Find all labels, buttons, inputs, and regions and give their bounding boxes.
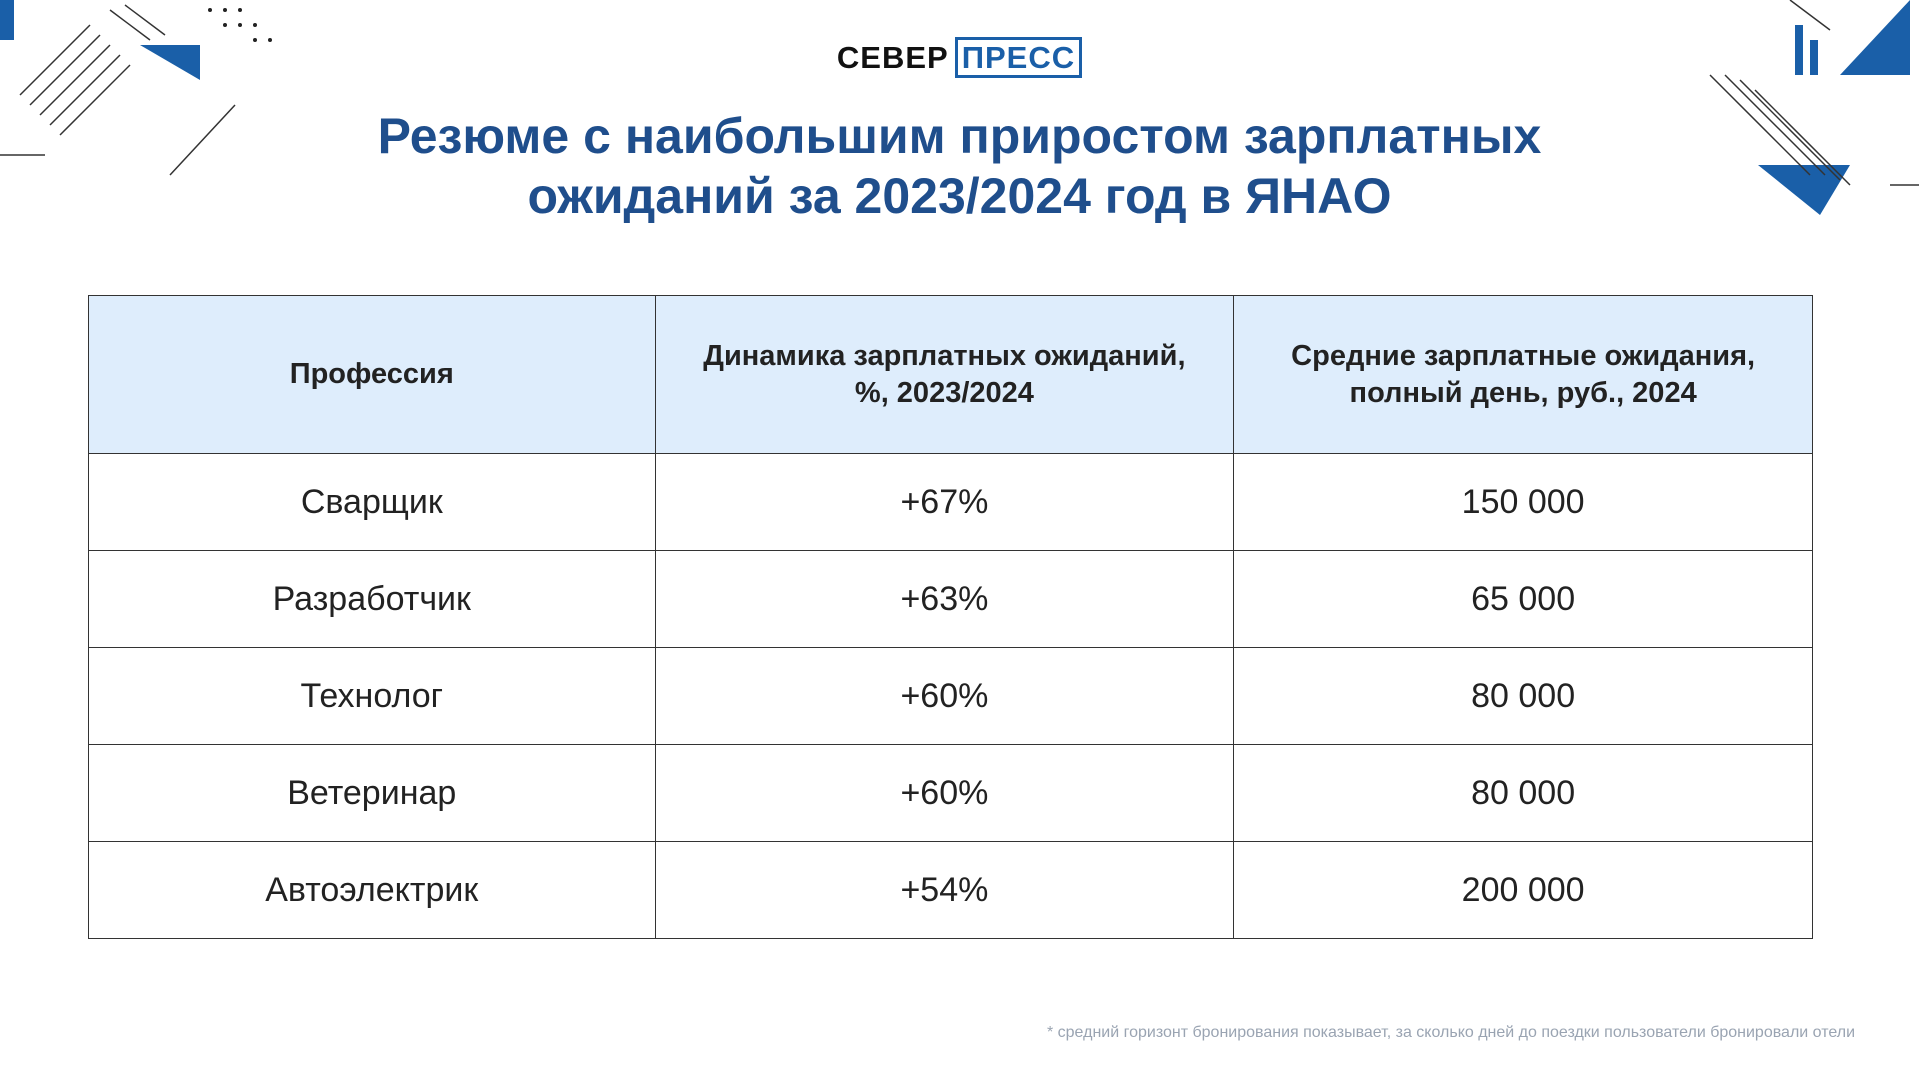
header-cell: Профессия	[88, 295, 656, 454]
corner-decoration	[0, 0, 272, 176]
table-cell: +63%	[654, 550, 1235, 648]
table-cell: 80 000	[1233, 744, 1813, 842]
table-cell: +60%	[654, 647, 1235, 745]
table-row: Автоэлектрик +54% 200 000	[88, 841, 1813, 939]
header-line: Средние зарплатные ожидания,	[1291, 339, 1756, 372]
table-cell: 80 000	[1233, 647, 1813, 745]
table-cell: +54%	[654, 841, 1235, 939]
table-cell: Ветеринар	[88, 744, 656, 842]
table-row: Разработчик +63% 65 000	[88, 550, 1813, 648]
table-cell: +60%	[654, 744, 1235, 842]
logo-right: ПРЕСС	[954, 37, 1083, 78]
table-cell: 150 000	[1233, 453, 1813, 551]
table-cell: Автоэлектрик	[88, 841, 656, 939]
title-line: ожиданий за 2023/2024 год в ЯНАО	[527, 168, 1392, 224]
header-line: %, 2023/2024	[854, 376, 1034, 409]
logo-left: СЕВЕР	[836, 40, 949, 75]
table-body: Сварщик +67% 150 000 Разработчик +63% 65 000 Т…	[88, 453, 1813, 939]
table-row: Технолог +60% 80 000	[88, 647, 1813, 745]
footnote: * средний горизонт бронирования показыва…	[1046, 1024, 1855, 1041]
header-cell: Динамика зарплатных ожиданий, %, 2023/202…	[654, 295, 1235, 454]
header-row: Профессия Динамика зарплатных ожиданий,%,…	[88, 295, 1813, 454]
header-line: полный день, руб., 2024	[1349, 376, 1697, 409]
table-cell: 200 000	[1233, 841, 1813, 939]
header-line: Профессия	[289, 358, 454, 390]
table-cell: Разработчик	[88, 550, 656, 648]
title-line: Резюме с наибольшим приростом зарплатных	[377, 108, 1542, 164]
logo: СЕВЕР ПРЕСС	[0, 37, 1919, 78]
table: Профессия Динамика зарплатных ожиданий,%,…	[88, 295, 1813, 939]
title: Резюме с наибольшим приростом зарплатных…	[0, 106, 1919, 226]
table-row: Сварщик +67% 150 000	[88, 453, 1813, 551]
corner-decoration	[1709, 0, 1919, 215]
header-line: Динамика зарплатных ожиданий,	[703, 339, 1186, 372]
table-cell: +67%	[654, 453, 1235, 551]
table-cell: 65 000	[1233, 550, 1813, 648]
header-cell: Средние зарплатные ожидания, полный день,…	[1233, 295, 1813, 454]
table-cell: Сварщик	[88, 453, 656, 551]
table-cell: Технолог	[88, 647, 656, 745]
table-row: Ветеринар +60% 80 000	[88, 744, 1813, 842]
